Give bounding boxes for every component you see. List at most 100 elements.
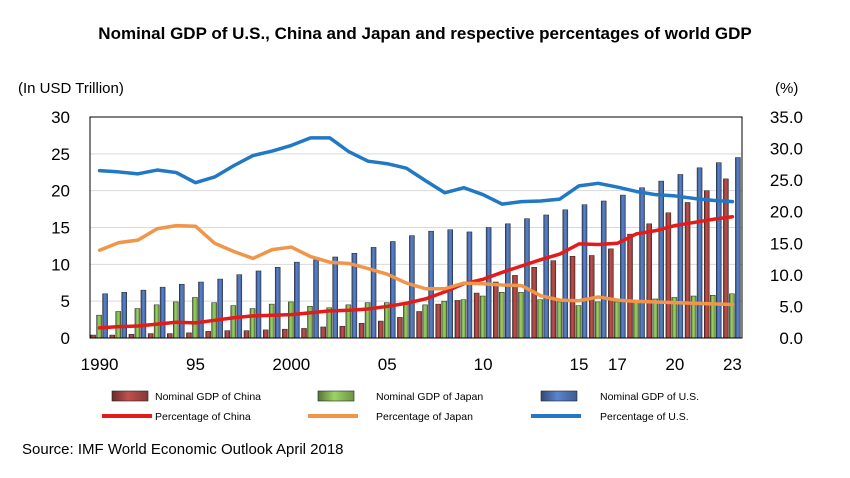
- right-tick-label: 25.0: [770, 171, 803, 190]
- x-tick-label: 05: [378, 355, 397, 374]
- legend-label: Percentage of Japan: [376, 411, 473, 423]
- left-tick-label: 15: [51, 219, 70, 238]
- legend-label: Nominal GDP of China: [155, 391, 261, 403]
- bar-nominal-gdp-of-china-2022: [703, 190, 710, 339]
- bar-nominal-gdp-of-u-s--1990: [102, 293, 108, 339]
- bar-nominal-gdp-of-u-s--2011: [505, 223, 511, 339]
- bar-nominal-gdp-of-u-s--1997: [236, 274, 243, 339]
- bar-nominal-gdp-of-japan-2018: [633, 300, 639, 339]
- bar-nominal-gdp-of-japan-2014: [556, 301, 563, 339]
- line-percentage-of-u-s-: [97, 136, 735, 206]
- bar-nominal-gdp-of-china-1998: [243, 330, 250, 339]
- left-tick-label: 30: [51, 108, 70, 127]
- bar-nominal-gdp-of-china-1999: [262, 329, 269, 339]
- x-axis-ticks: 1990 95 2000 05 10 15 17 20 23: [81, 355, 742, 374]
- bar-nominal-gdp-of-japan-2019: [652, 298, 658, 339]
- line-group: [97, 136, 735, 330]
- legend-label: Percentage of China: [155, 411, 251, 423]
- left-tick-label: 10: [51, 255, 70, 274]
- bar-nominal-gdp-of-china-2010: [473, 292, 480, 339]
- bar-nominal-gdp-of-u-s--2023: [735, 157, 741, 339]
- bar-nominal-gdp-of-japan-2007: [422, 304, 428, 339]
- bar-nominal-gdp-of-japan-1993: [153, 304, 160, 339]
- bar-nominal-gdp-of-japan-2023: [729, 293, 735, 339]
- chart-title: Nominal GDP of U.S., China and Japan and…: [98, 24, 752, 43]
- x-tick-label: 17: [608, 355, 627, 374]
- bar-nominal-gdp-of-china-2017: [608, 248, 614, 339]
- bar-nominal-gdp-of-u-s--2002: [332, 256, 338, 339]
- bar-nominal-gdp-of-japan-1995: [192, 297, 198, 339]
- bar-nominal-gdp-of-u-s--2018: [639, 187, 645, 339]
- bar-nominal-gdp-of-china-2002: [320, 326, 326, 339]
- bar-nominal-gdp-of-china-2009: [454, 300, 461, 339]
- bar-nominal-gdp-of-u-s--2007: [428, 230, 434, 339]
- bar-nominal-gdp-of-china-2018: [627, 233, 633, 339]
- bar-nominal-gdp-of-u-s--2016: [600, 200, 607, 339]
- bar-nominal-gdp-of-japan-2000: [288, 301, 294, 339]
- bar-nominal-gdp-of-u-s--2015: [581, 204, 588, 339]
- right-tick-label: 10.0: [770, 266, 803, 285]
- bar-nominal-gdp-of-u-s--1995: [198, 281, 204, 339]
- left-axis-unit: (In USD Trillion): [18, 80, 124, 97]
- legend-swatch: [317, 390, 355, 402]
- bar-nominal-gdp-of-china-1992: [128, 334, 135, 339]
- bar-nominal-gdp-of-china-2003: [339, 325, 346, 339]
- bar-nominal-gdp-of-china-1993: [147, 333, 154, 339]
- bar-nominal-gdp-of-china-1995: [186, 332, 192, 339]
- bar-nominal-gdp-of-japan-2022: [709, 295, 716, 339]
- bar-nominal-gdp-of-u-s--1994: [179, 283, 185, 339]
- right-tick-label: 5.0: [779, 297, 803, 316]
- right-tick-label: 30.0: [770, 140, 803, 159]
- left-tick-label: 25: [51, 145, 70, 164]
- bar-nominal-gdp-of-japan-2006: [403, 303, 409, 339]
- x-tick-label: 15: [570, 355, 589, 374]
- right-axis-unit: (%): [775, 80, 798, 97]
- legend: Nominal GDP of China Nominal GDP of Japan…: [102, 390, 699, 423]
- bar-nominal-gdp-of-china-2007: [416, 311, 422, 339]
- left-tick-label: 20: [51, 182, 70, 201]
- bar-nominal-gdp-of-japan-2009: [460, 299, 467, 339]
- bar-nominal-gdp-of-china-1996: [205, 331, 211, 339]
- bar-nominal-gdp-of-u-s--2017: [620, 194, 626, 339]
- bar-nominal-gdp-of-u-s--2000: [294, 261, 300, 339]
- bar-nominal-gdp-of-japan-2012: [518, 292, 524, 339]
- bar-nominal-gdp-of-japan-2016: [594, 301, 601, 339]
- left-tick-label: 5: [61, 292, 70, 311]
- bar-nominal-gdp-of-china-2015: [569, 255, 576, 339]
- bar-nominal-gdp-of-u-s--1993: [159, 286, 166, 339]
- source-note: Source: IMF World Economic Outlook April…: [22, 441, 344, 458]
- bar-nominal-gdp-of-china-2001: [301, 328, 307, 339]
- bar-nominal-gdp-of-china-2019: [646, 223, 652, 339]
- x-tick-label: 2000: [272, 355, 310, 374]
- right-tick-label: 0.0: [779, 329, 803, 348]
- bar-nominal-gdp-of-u-s--2004: [370, 247, 377, 339]
- bar-nominal-gdp-of-u-s--1991: [121, 292, 128, 339]
- legend-label: Nominal GDP of U.S.: [600, 391, 699, 403]
- bar-nominal-gdp-of-u-s--2021: [696, 167, 703, 339]
- bar-nominal-gdp-of-u-s--1996: [217, 278, 223, 339]
- bar-nominal-gdp-of-u-s--2020: [677, 174, 684, 339]
- bar-nominal-gdp-of-u-s--2008: [447, 229, 454, 339]
- bar-nominal-gdp-of-u-s--1992: [140, 289, 147, 339]
- line-percentage-of-japan: [97, 223, 735, 307]
- bar-nominal-gdp-of-u-s--2014: [562, 209, 569, 339]
- right-axis-ticks: 0.0 5.0 10.0 15.0 20.0 25.0 30.0 35.0: [770, 108, 803, 348]
- bar-nominal-gdp-of-china-2011: [493, 281, 499, 339]
- bar-nominal-gdp-of-u-s--1999: [274, 267, 281, 339]
- bar-nominal-gdp-of-japan-2017: [614, 301, 620, 339]
- bar-nominal-gdp-of-japan-2013: [537, 299, 543, 339]
- bar-nominal-gdp-of-china-2005: [377, 320, 384, 339]
- bar-nominal-gdp-of-japan-1994: [173, 301, 179, 339]
- x-tick-label: 10: [474, 355, 493, 374]
- bar-nominal-gdp-of-china-2004: [358, 323, 365, 339]
- left-axis-ticks: 0 5 10 15 20 25 30: [51, 108, 70, 348]
- legend-label: Percentage of U.S.: [600, 411, 689, 423]
- legend-label: Nominal GDP of Japan: [376, 391, 483, 403]
- bar-group: [90, 157, 741, 339]
- bar-nominal-gdp-of-china-2006: [397, 317, 403, 339]
- x-tick-label: 23: [723, 355, 742, 374]
- bar-nominal-gdp-of-china-2020: [665, 212, 672, 339]
- bar-nominal-gdp-of-u-s--2013: [543, 214, 549, 339]
- bar-nominal-gdp-of-japan-2008: [441, 300, 448, 339]
